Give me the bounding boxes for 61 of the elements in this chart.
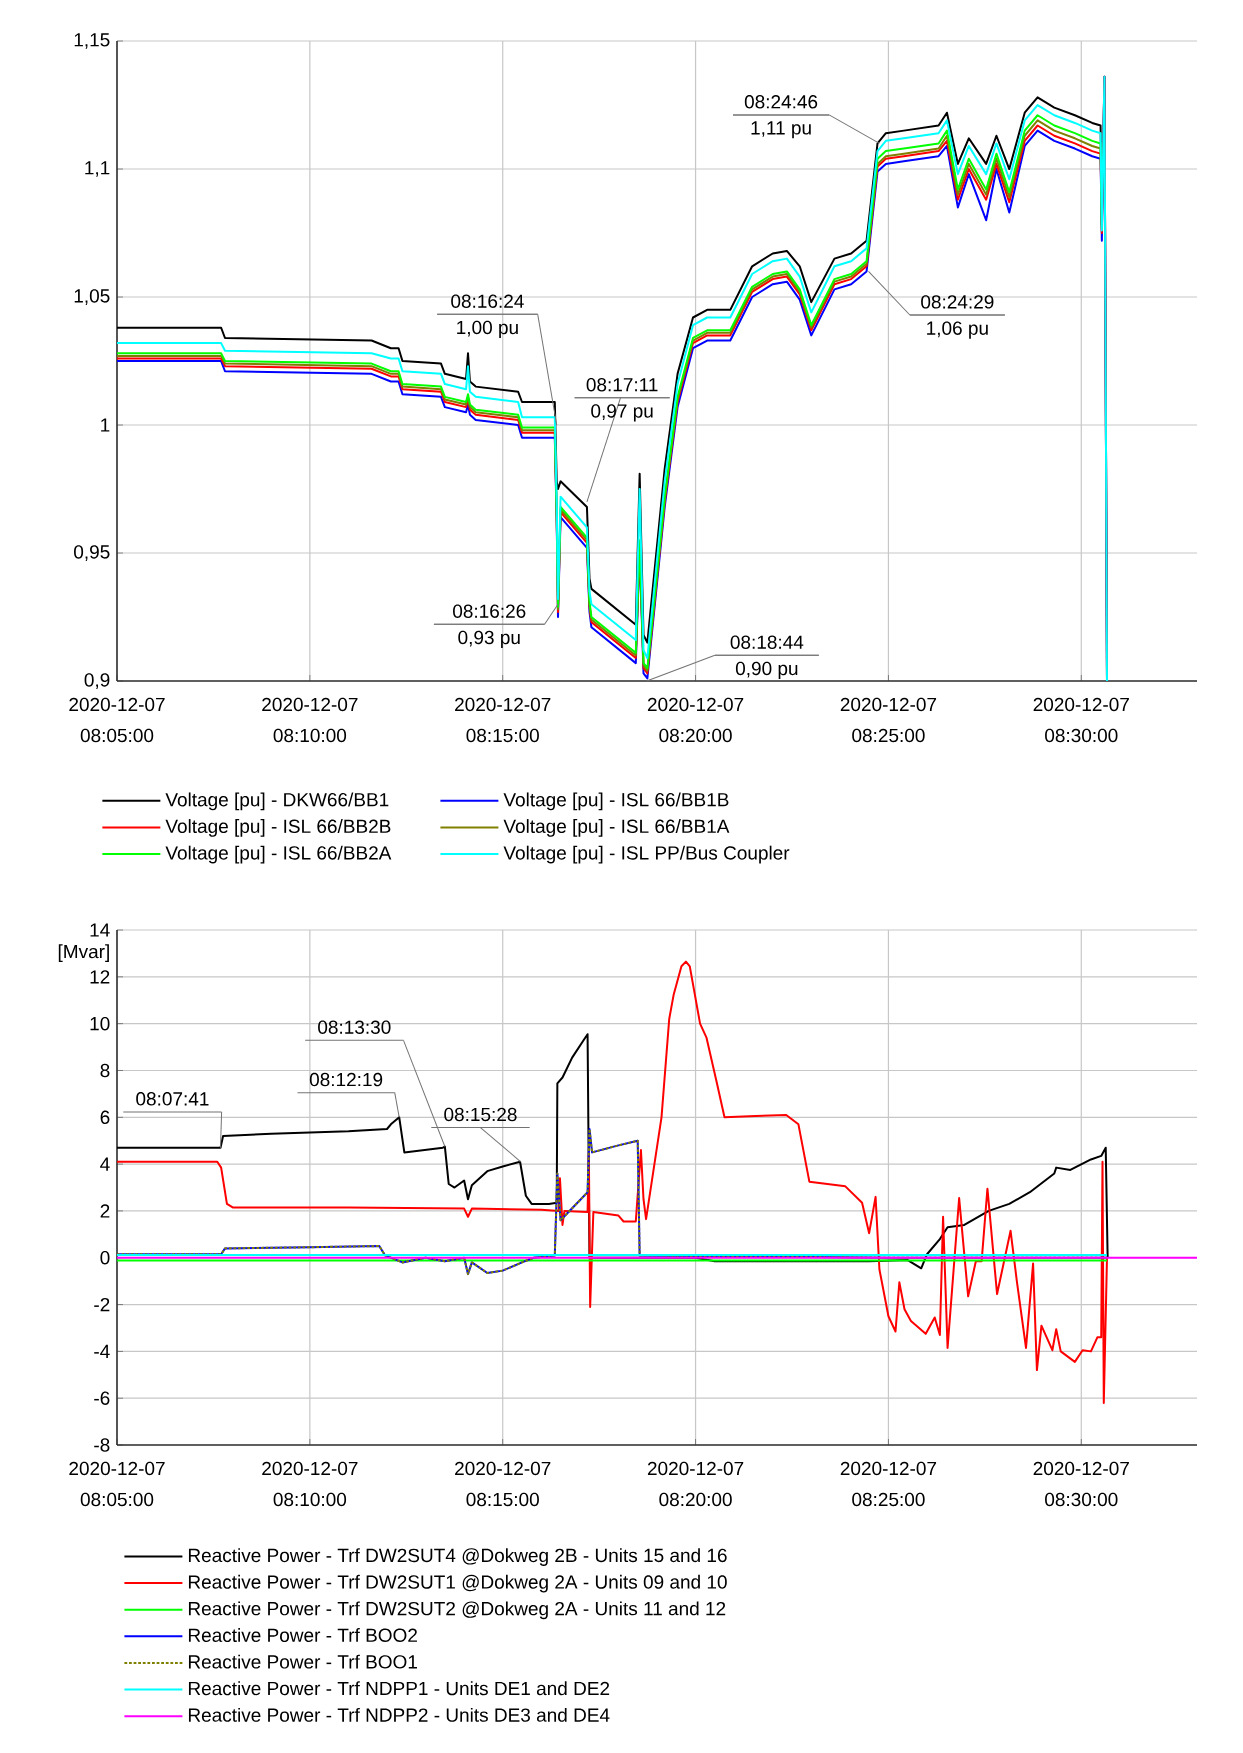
annotation: 08:24:46 [744,95,818,109]
annotation: 0,90 pu [735,661,798,679]
y-tick-label: 0,95 [74,545,110,561]
y-tick-label: 1,15 [74,33,110,49]
x-tick-label: 2020-12-07 08:25:00 [840,1461,937,1507]
legend-label: Reactive Power - Trf BOO2 [188,1628,417,1642]
annotation: 1,06 pu [927,321,988,339]
y-axis-title: [Mvar] [58,944,109,963]
x-tick-label: 2020-12-07 08:05:00 [69,697,165,743]
y-tick-label: 8 [100,1063,110,1078]
y-tick-label: 2 [100,1204,110,1218]
legend-label: Reactive Power - Trf NDPP1 - Units DE1 and DE2 [188,1681,610,1696]
y-tick-label: 4 [100,1157,110,1171]
y-tick-label: 1 [101,418,110,432]
y-tick-label: 10 [90,1016,110,1031]
annotation: 1,00 pu [457,320,518,338]
annotation: 08:12:19 [309,1072,383,1087]
legend-label: Reactive Power - Trf NDPP2 - Units DE3 and DE4 [188,1707,610,1722]
annotation: 08:18:44 [730,635,804,649]
x-tick-label: 2020-12-07 08:15:00 [455,1461,551,1507]
annotation: 08:16:24 [451,294,524,308]
legend-label: Voltage [pu] - ISL 66/BB2A [165,845,392,864]
legend-label: Voltage [pu] - ISL 66/BB1B [503,792,729,811]
annotation: 08:13:30 [318,1020,391,1034]
x-tick-label: 2020-12-07 08:30:00 [1033,1461,1129,1507]
x-tick-label: 2020-12-07 08:10:00 [262,697,358,743]
x-tick-label: 2020-12-07 08:20:00 [647,1461,744,1507]
legend-label: Reactive Power - Trf DW2SUT1 @Dokweg 2A - Units 09 and 10 [188,1574,727,1593]
legend-label: Reactive Power - Trf DW2SUT4 @Dokweg 2B - Units 15 and 16 [188,1548,727,1566]
legend-label: Voltage [pu] - ISL 66/BB2B [165,819,391,837]
annotation: 1,11 pu [751,121,811,139]
legend-label: Voltage [pu] - ISL 66/BB1A [503,819,730,837]
y-tick-label: 0,9 [84,673,110,689]
y-tick-label: -6 [94,1391,110,1405]
y-tick-label: -8 [94,1438,110,1452]
x-tick-label: 2020-12-07 08:05:00 [69,1461,165,1507]
legend-label: Reactive Power - Trf DW2SUT2 @Dokweg 2A - Units 11 and 12 [188,1601,726,1620]
legend-label: Voltage [pu] - ISL PP/Bus Coupler [503,845,790,864]
y-tick-label: -4 [94,1344,110,1358]
annotation: 0,97 pu [591,404,653,422]
x-tick-label: 2020-12-07 08:10:00 [262,1461,358,1507]
y-tick-label: 0 [100,1251,110,1265]
y-tick-label: 6 [100,1110,110,1125]
y-tick-label: -2 [94,1297,110,1312]
legend-label: Reactive Power - Trf BOO1 [188,1654,417,1669]
y-tick-label: 1,1 [85,161,110,177]
x-tick-label: 2020-12-07 08:30:00 [1033,697,1129,743]
x-tick-label: 2020-12-07 08:20:00 [647,697,744,743]
annotation: 08:17:11 [586,378,658,392]
line-series [116,960,1108,1404]
annotation: 08:15:28 [444,1107,517,1122]
annotation: 08:07:41 [136,1092,209,1106]
x-tick-label: 2020-12-07 08:15:00 [455,697,551,743]
x-tick-label: 2020-12-07 08:25:00 [840,697,937,743]
y-tick-label: 1,05 [74,289,110,305]
y-tick-label: 12 [90,970,110,984]
annotation: 08:16:26 [453,604,526,618]
annotation: 0,93 pu [458,630,520,648]
legend-label: Voltage [pu] - DKW66/BB1 [165,792,389,811]
annotation: 08:24:29 [921,295,994,309]
y-tick-label: 14 [90,923,110,937]
